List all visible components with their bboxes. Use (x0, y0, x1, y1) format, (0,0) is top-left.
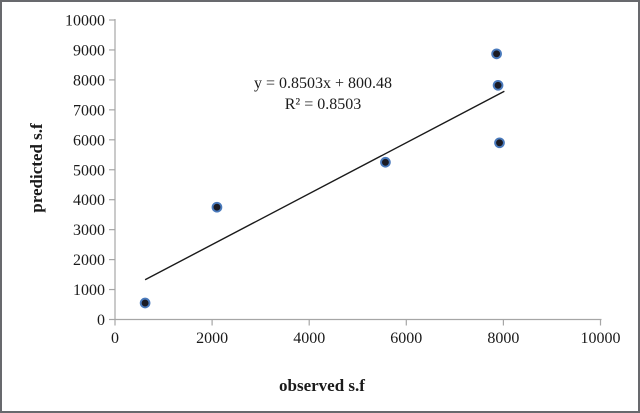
y-axis-title: predicted s.f (27, 123, 46, 213)
data-point (491, 48, 502, 60)
y-tick-label: 1000 (73, 282, 105, 299)
x-tick-label: 6000 (390, 330, 422, 347)
x-tick-label: 4000 (293, 330, 325, 347)
y-tick-label: 9000 (73, 42, 105, 59)
trendline-equation-text: y = 0.8503x + 800.48 (253, 75, 393, 92)
data-point (492, 79, 504, 91)
x-axis-title: observed s.f (279, 376, 365, 395)
x-tick-label: 10000 (581, 330, 621, 347)
y-tick-label: 0 (97, 312, 105, 329)
data-point (380, 156, 391, 168)
data-point (494, 137, 505, 149)
y-tick-label: 8000 (73, 72, 105, 89)
x-tick-label: 8000 (487, 330, 519, 347)
y-tick-label: 5000 (73, 162, 105, 179)
y-tick-label: 6000 (73, 132, 105, 149)
data-point (139, 297, 151, 309)
x-tick-label: 2000 (196, 330, 228, 347)
r-squared-text: R² = 0.8503 (284, 96, 362, 113)
data-point (211, 201, 223, 213)
y-tick-label: 2000 (73, 252, 105, 269)
trendline (144, 90, 505, 281)
y-tick-label: 10000 (65, 13, 105, 30)
y-tick-label: 4000 (73, 192, 105, 209)
x-tick-label: 0 (111, 330, 119, 347)
y-tick-label: 3000 (73, 222, 105, 239)
y-tick-label: 7000 (73, 102, 105, 119)
trendline-annotation: y = 0.8503x + 800.48 R² = 0.8503 (213, 73, 433, 115)
